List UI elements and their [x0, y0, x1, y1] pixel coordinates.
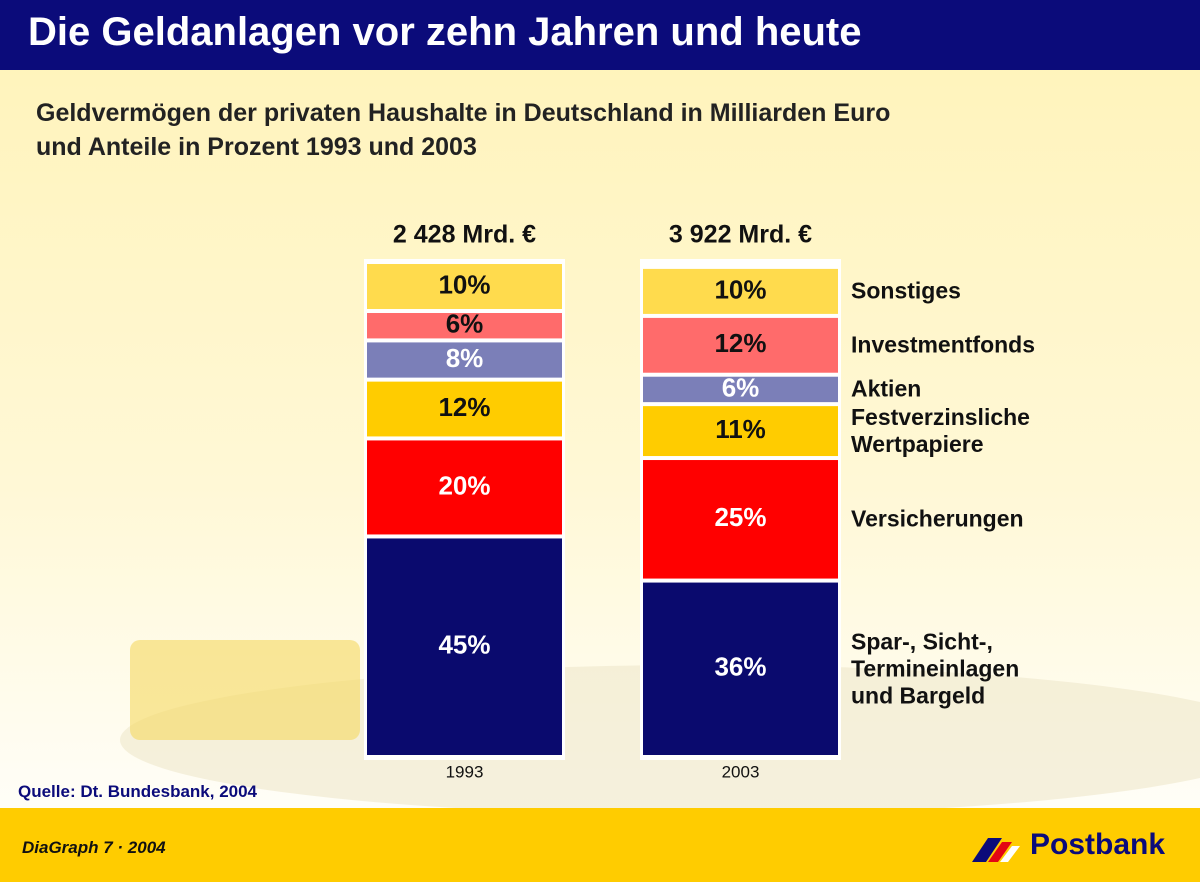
footer: DiaGraph 7 · 2004	[22, 838, 166, 857]
value-label: 8%	[446, 343, 484, 373]
source: Quelle: Dt. Bundesbank, 2004	[18, 782, 258, 801]
value-label: 25%	[714, 502, 766, 532]
value-label: 36%	[714, 652, 766, 682]
bar-segment	[643, 268, 838, 314]
total-label: 2 428 Mrd. €	[393, 221, 536, 249]
value-label: 6%	[446, 309, 484, 339]
value-label: 10%	[714, 274, 766, 304]
legend-label: Aktien	[851, 375, 922, 402]
value-label: 10%	[438, 269, 490, 299]
decor	[130, 640, 360, 740]
value-label: 12%	[714, 328, 766, 358]
value-label: 20%	[438, 470, 490, 500]
bar-segment	[367, 538, 562, 755]
x-tick-label: 2003	[722, 762, 760, 781]
x-tick-label: 1993	[446, 762, 484, 781]
value-label: 6%	[722, 372, 760, 402]
total-label: 3 922 Mrd. €	[669, 221, 812, 249]
bar-segment	[367, 440, 562, 535]
legend-label: Versicherungen	[851, 505, 1024, 532]
bar-segment	[643, 460, 838, 579]
bar-segment	[643, 317, 838, 373]
bar-segment	[367, 381, 562, 437]
bar-segment	[367, 342, 562, 378]
legend-label: Investmentfonds	[851, 331, 1036, 358]
value-label: 11%	[715, 414, 766, 444]
bar-segment	[643, 406, 838, 457]
bar-segment	[643, 582, 838, 755]
logo	[972, 838, 1020, 862]
value-label: 45%	[438, 630, 490, 660]
bar-segment	[367, 264, 562, 310]
bar-segment	[643, 376, 838, 403]
legend-label: Spar-, Sicht-, Termineinlagen und Bargel…	[851, 628, 1020, 709]
legend-label: Festverzinsliche Wertpapiere	[851, 404, 1030, 458]
value-label: 12%	[438, 392, 490, 422]
brand: Postbank	[1030, 828, 1166, 861]
title: Die Geldanlagen vor zehn Jahren und heut…	[28, 10, 862, 54]
subtitle: Geldvermögen der privaten Haushalte in D…	[36, 99, 891, 161]
title-bar	[0, 0, 1200, 70]
bar-segment	[367, 313, 562, 339]
legend-label: Sonstiges	[851, 277, 961, 304]
